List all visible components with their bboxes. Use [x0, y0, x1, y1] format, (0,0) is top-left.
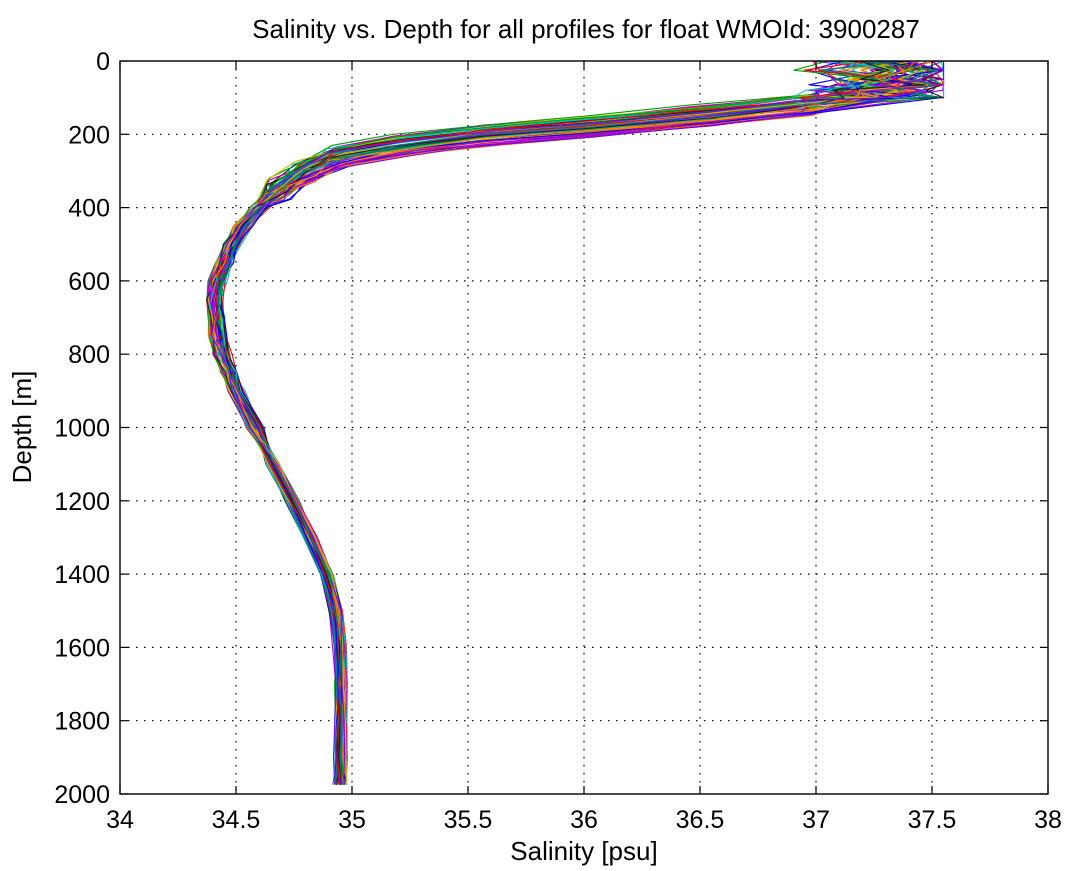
- y-tick-label: 1600: [54, 634, 110, 662]
- profile-line: [216, 60, 939, 785]
- profile-line: [214, 60, 913, 782]
- x-tick-label: 36.5: [676, 806, 725, 834]
- y-tick-label: 600: [68, 268, 110, 296]
- y-axis-tick-labels: 0 200 400 600 800 1000 1200 1400 1600 1800 2000: [54, 48, 110, 809]
- y-tick-label: 800: [68, 341, 110, 369]
- profile-line: [208, 60, 935, 785]
- y-tick-label: 0: [96, 48, 110, 76]
- x-tick-label: 37.5: [908, 806, 957, 834]
- y-tick-label: 1000: [54, 415, 110, 443]
- profile-line: [209, 60, 945, 780]
- x-tick-label: 37: [802, 806, 830, 834]
- plot-frame: [119, 60, 1049, 795]
- y-tick-label: 1800: [54, 708, 110, 736]
- x-tick-label: 36: [570, 806, 598, 834]
- y-tick-label: 2000: [54, 781, 110, 809]
- x-tick-label: 34.5: [212, 806, 261, 834]
- x-axis-label: Salinity [psu]: [510, 836, 657, 866]
- x-tick-label: 35: [338, 806, 366, 834]
- y-tick-label: 1400: [54, 561, 110, 589]
- y-axis-label: Depth [m]: [7, 371, 37, 484]
- y-tick-label: 400: [68, 195, 110, 223]
- chart-title: Salinity vs. Depth for all profiles for …: [252, 14, 920, 44]
- x-axis-tick-labels: 34 34.5 35 35.5 36 36.5 37 37.5 38: [106, 806, 1062, 834]
- profile-line: [216, 60, 895, 783]
- profile-line: [207, 60, 916, 781]
- x-tick-label: 38: [1034, 806, 1062, 834]
- profile-line: [213, 60, 904, 785]
- profile-line: [216, 60, 894, 782]
- x-tick-label: 35.5: [444, 806, 493, 834]
- plot-area: [206, 60, 945, 785]
- y-tick-label: 200: [68, 121, 110, 149]
- x-tick-label: 34: [106, 806, 134, 834]
- y-tick-label: 1200: [54, 488, 110, 516]
